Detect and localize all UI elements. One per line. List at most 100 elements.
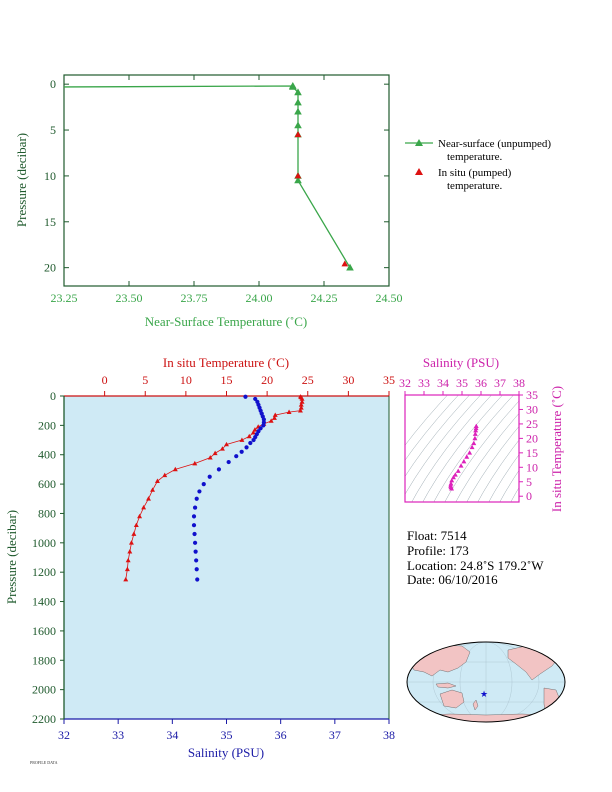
ts-density-contour xyxy=(455,412,519,502)
temperature-point xyxy=(125,557,131,563)
salinity-point xyxy=(261,423,266,428)
ts-temperature-tick-label: 20 xyxy=(526,431,538,445)
ts-salinity-tick-label: 32 xyxy=(399,376,411,390)
footer-note: PROFILE DATA xyxy=(30,760,58,765)
temperature-tick-label: 20 xyxy=(261,373,273,387)
temperature-point xyxy=(299,399,305,404)
salinity-point xyxy=(201,481,206,487)
near-surface-temperature-point xyxy=(294,176,302,184)
temperature-point xyxy=(297,408,303,413)
ts-point xyxy=(458,463,464,468)
temperature-point xyxy=(246,433,252,439)
ts-temperature-tick-label: 25 xyxy=(526,417,538,431)
ts-point xyxy=(473,423,479,429)
ts-temperature-tick-label: 30 xyxy=(526,402,538,416)
ts-point xyxy=(455,468,461,473)
ts-point xyxy=(472,435,478,441)
temperature-point xyxy=(123,576,129,582)
pressure-tick-label: 400 xyxy=(38,448,56,462)
salinity-point xyxy=(258,426,263,431)
map-australia xyxy=(439,689,465,709)
map-graticule xyxy=(407,642,565,722)
profile-date: Date: 06/10/2016 xyxy=(407,572,498,587)
salinity-point xyxy=(195,577,200,582)
pressure-tick-label: 200 xyxy=(38,418,56,432)
float-id: Float: 7514 xyxy=(407,528,467,543)
near-surface-x-tick-label: 24.00 xyxy=(246,291,273,305)
map-land-and-grid xyxy=(407,642,565,722)
ts-salinity-tick-label: 38 xyxy=(513,376,525,390)
salinity-point xyxy=(261,417,266,422)
salinity-point xyxy=(192,540,198,545)
ts-temperature-axis-label: In situ Temperature (˚C) xyxy=(549,386,564,512)
pressure-tick-label: 0 xyxy=(50,389,56,403)
ts-point xyxy=(450,474,456,480)
salinity-ticks: 32 33 34 35 36 37 38 xyxy=(58,719,395,742)
ts-temperature-tick-label: 15 xyxy=(526,446,538,460)
salinity-point xyxy=(207,474,212,479)
float-info: Float: 7514 Profile: 173 Location: 24.8˚… xyxy=(407,528,544,587)
ts-point xyxy=(461,458,467,464)
salinity-point xyxy=(194,567,199,572)
temperature-tick-label: 5 xyxy=(142,373,148,387)
salinity-tick-label: 36 xyxy=(275,728,287,742)
ts-density-contour xyxy=(422,395,503,502)
temperature-point xyxy=(127,549,133,554)
ts-density-contour xyxy=(477,439,519,502)
near-surface-chart: 23.25 23.50 23.75 24.00 24.25 24.50 05101520 … xyxy=(14,74,403,329)
location-map: ★ xyxy=(406,641,566,723)
legend-near-surface-label-2: temperature. xyxy=(447,151,503,163)
salinity-point xyxy=(251,437,256,443)
temperature-point xyxy=(224,441,229,447)
temperature-tick-label: 15 xyxy=(221,373,233,387)
temperature-point xyxy=(141,504,147,510)
salinity-point xyxy=(197,489,202,494)
ts-density-contour xyxy=(433,395,514,502)
in-situ-temperature-point xyxy=(294,131,302,138)
ts-point xyxy=(469,444,475,450)
temperature-point xyxy=(271,415,277,420)
salinity-tick-label: 32 xyxy=(58,728,70,742)
map-indonesia xyxy=(435,682,457,689)
temperature-tick-label: 35 xyxy=(383,373,395,387)
near-surface-y-tick-label: 10 xyxy=(44,169,56,183)
near-surface-temperature-point xyxy=(294,107,302,115)
near-surface-y-axis-label: Pressure (decibar) xyxy=(14,133,29,227)
salinity-tick-label: 35 xyxy=(221,728,233,742)
salinity-point xyxy=(193,549,198,554)
ts-plot-area xyxy=(405,395,519,502)
near-surface-x-ticks: 23.25 23.50 23.75 24.00 24.25 24.50 xyxy=(51,75,403,305)
pressure-ticks: 0 200 400 600 800 1000 1200 1400 1600 1800 2000 220… xyxy=(32,389,64,726)
temperature-point xyxy=(154,478,160,483)
salinity-point xyxy=(243,394,248,399)
near-surface-y-tick-label: 0 xyxy=(50,77,56,91)
pressure-tick-label: 1400 xyxy=(32,595,56,609)
map-outline xyxy=(406,641,566,723)
ts-density-contour xyxy=(405,395,459,461)
near-surface-x-axis-label: Near-Surface Temperature (˚C) xyxy=(145,314,307,329)
near-surface-x-tick-label: 23.75 xyxy=(181,291,208,305)
ts-salinity-tick-label: 36 xyxy=(475,376,487,390)
salinity-point xyxy=(194,558,199,563)
ts-salinity-tick-label: 33 xyxy=(418,376,430,390)
near-surface-temperature-point xyxy=(294,121,302,129)
ts-series xyxy=(448,423,479,491)
ts-density-contour xyxy=(499,469,519,502)
ts-temperature-tick-label: 35 xyxy=(526,388,538,402)
salinity-tick-label: 34 xyxy=(166,728,178,742)
ts-point xyxy=(448,481,454,486)
pressure-axis-label: Pressure (decibar) xyxy=(4,510,19,604)
temperature-point xyxy=(150,487,156,492)
salinity-point xyxy=(192,531,197,537)
near-surface-temperature-point xyxy=(346,263,354,271)
salinity-tick-label: 38 xyxy=(383,728,395,742)
temperature-point xyxy=(250,430,256,435)
ts-salinity-axis-label: Salinity (PSU) xyxy=(423,355,499,370)
ts-point xyxy=(471,440,477,446)
ts-salinity-tick-label: 35 xyxy=(456,376,468,390)
temperature-point xyxy=(268,418,274,423)
temperature-point xyxy=(272,412,278,417)
temperature-point xyxy=(162,472,168,478)
legend-in-situ-marker xyxy=(415,168,423,175)
